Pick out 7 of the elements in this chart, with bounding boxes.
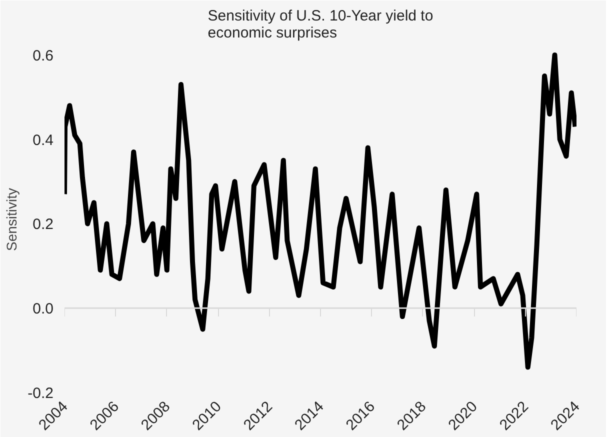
y-tick-label: 0.2 (32, 216, 54, 234)
y-tick-label: -0.2 (28, 385, 54, 402)
y-tick-label: 0.6 (32, 47, 54, 64)
y-tick-label: 0.4 (32, 132, 54, 149)
chart-title: Sensitivity of U.S. 10-Year yield to economic surprises (208, 8, 434, 42)
y-tick-label: 0.0 (32, 300, 54, 318)
y-axis-title: Sensitivity (4, 188, 20, 252)
